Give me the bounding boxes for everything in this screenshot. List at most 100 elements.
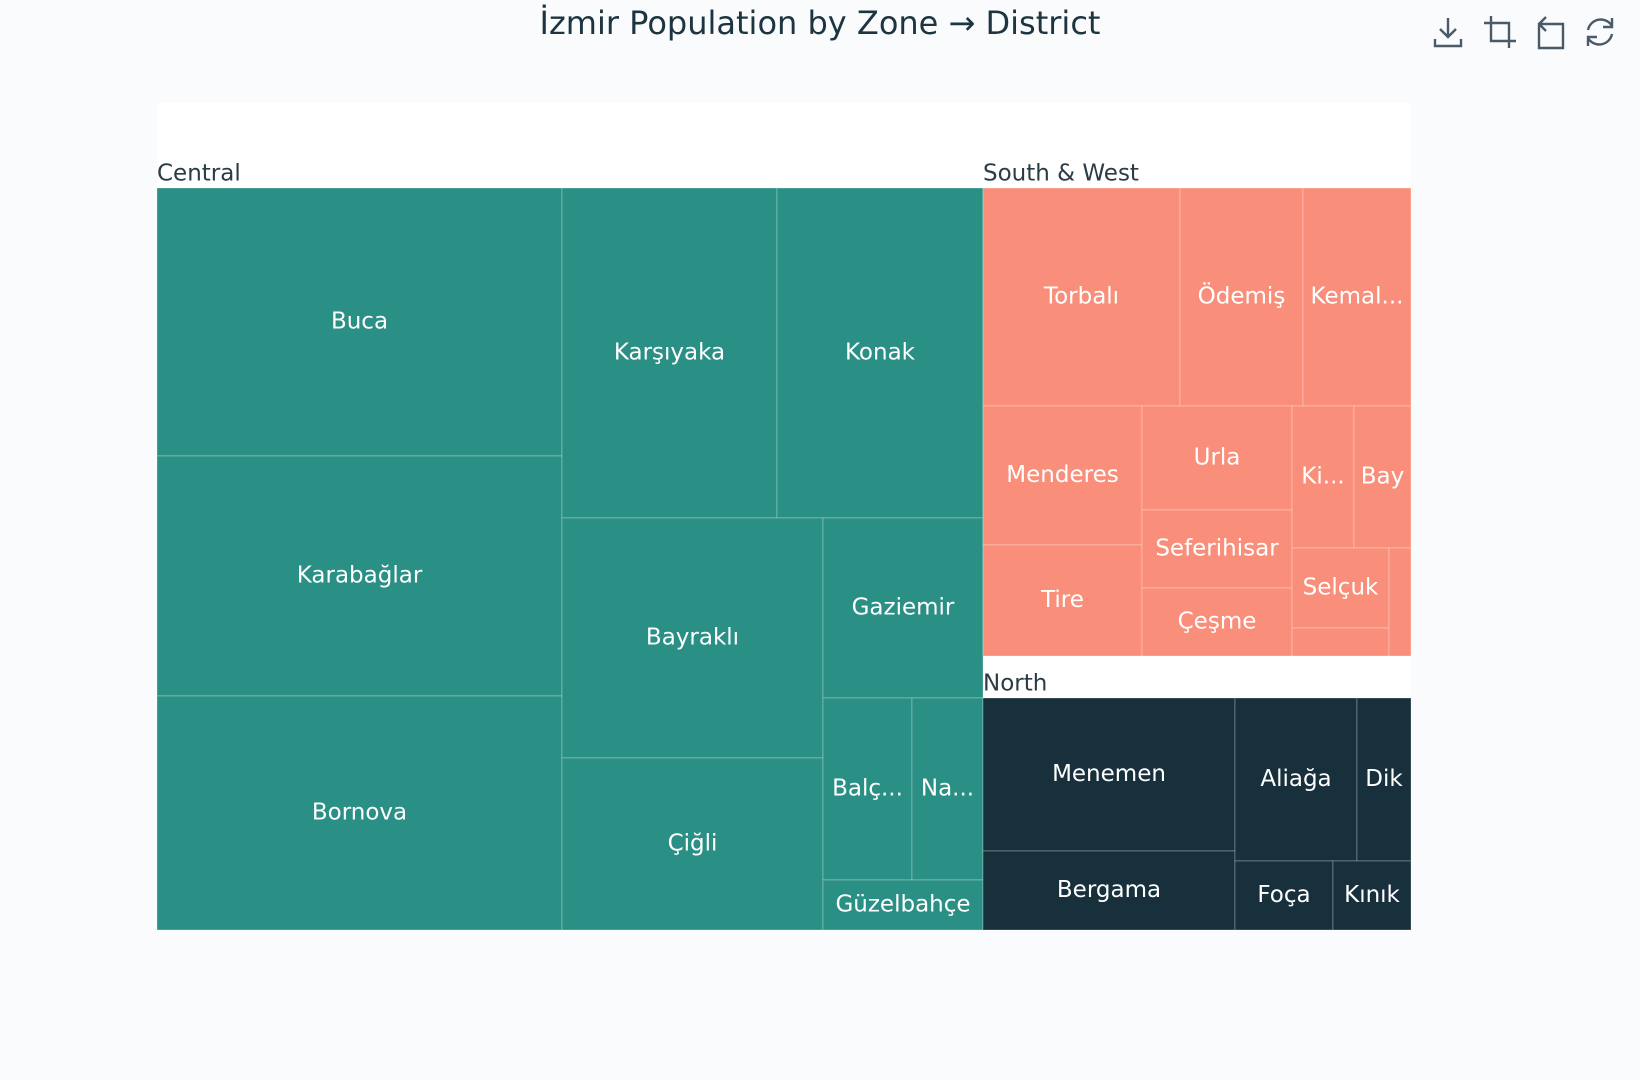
district-narlidere[interactable]: Na... [911,697,984,881]
zoom-out-icon [1537,16,1565,50]
district-rect [1141,405,1293,511]
district-kinik[interactable]: Kınık [1332,860,1412,931]
district-menderes[interactable]: Menderes [982,405,1143,546]
district-cigli[interactable]: Çiğli [561,757,824,931]
district-rect [156,455,563,697]
district-rect [1356,697,1412,862]
district-balcova[interactable]: Balç... [822,697,913,881]
district-karsiyaka[interactable]: Karşıyaka [561,187,778,519]
district-label: Bergama [1057,877,1161,903]
district-rect [1302,187,1412,407]
zone-label: Central [157,161,241,187]
district-rect [1332,860,1412,931]
district-label: Çeşme [1178,609,1257,635]
district-rect [822,517,984,699]
district-label: Seferihisar [1155,536,1279,562]
district-label: Balç... [832,776,903,802]
district-rect [982,544,1143,657]
district-bayindir[interactable]: Bay [1353,405,1412,549]
district-label: Foça [1257,882,1310,908]
district-rect [982,187,1181,407]
zoom-in-icon [1484,16,1516,48]
district-label: Güzelbahçe [835,892,970,918]
district-bergama[interactable]: Bergama [982,850,1236,931]
district-torbali[interactable]: Torbalı [982,187,1181,407]
district-karaburun[interactable] [1388,547,1412,657]
district-rect [1234,697,1358,862]
zoom-button[interactable] [1480,12,1520,52]
district-rect [561,757,824,931]
district-label: Ki... [1301,464,1344,490]
district-label: Selçuk [1303,575,1379,601]
zone-label: North [983,671,1047,697]
district-label: Bay [1361,464,1404,490]
district-rect [982,405,1143,546]
district-label: Çiğli [668,831,718,857]
zone-central[interactable]: Central Buca Karabağlar Bornova Karşıyaka Kon… [156,161,984,931]
district-rect [561,517,824,759]
district-rect [1234,860,1334,931]
district-rect [1353,405,1412,549]
district-cesme[interactable]: Çeşme [1141,587,1293,657]
zone-north[interactable]: North Menemen Bergama Aliağa Dik Foça Kınık [982,671,1412,931]
district-label: Ödemiş [1198,282,1286,310]
zone-south-west[interactable]: South & West Torbalı Ödemiş Kemal... Mendere… [982,161,1412,657]
district-rect [1291,627,1390,657]
district-bayrakli[interactable]: Bayraklı [561,517,824,759]
district-label: Bornova [312,800,407,826]
district-foca[interactable]: Foça [1234,860,1334,931]
district-label: Menderes [1006,462,1118,488]
reset-button[interactable] [1580,12,1620,52]
district-rect [1141,509,1293,589]
district-karabaglar[interactable]: Karabağlar [156,455,563,697]
district-label: Buca [331,309,388,335]
zone-label: South & West [983,161,1139,187]
reset-icon [1586,18,1614,46]
district-label: Karşıyaka [614,340,725,366]
district-dikili[interactable]: Dik [1356,697,1412,862]
district-label: Urla [1194,445,1241,471]
district-urla[interactable]: Urla [1141,405,1293,511]
chart-title: İzmir Population by Zone → District [539,4,1101,42]
district-kiraz[interactable]: Ki... [1291,405,1355,549]
district-rect [156,695,563,931]
district-rect [911,697,984,881]
district-kemalpasa[interactable]: Kemal... [1302,187,1412,407]
district-aliaga[interactable]: Aliağa [1234,697,1358,862]
district-label: Na... [921,776,974,802]
download-button[interactable] [1428,12,1468,52]
district-label: Konak [845,340,916,366]
district-buca[interactable]: Buca [156,187,563,457]
district-bornova[interactable]: Bornova [156,695,563,931]
download-icon [1433,18,1463,48]
district-rect [156,187,563,457]
district-label: Torbalı [1043,284,1119,310]
district-rect [1141,587,1293,657]
district-label: Menemen [1052,761,1166,787]
district-odemis[interactable]: Ödemiş [1179,187,1304,407]
district-label: Dik [1365,766,1403,792]
district-label: Tire [1040,587,1084,613]
district-selcuk[interactable]: Selçuk [1291,547,1390,629]
district-rect [1291,547,1390,629]
district-label: Bayraklı [646,625,739,651]
district-rect [1388,547,1412,657]
district-label: Aliağa [1260,766,1331,792]
district-beydag[interactable] [1291,627,1390,657]
district-guzelbahce[interactable]: Güzelbahçe [822,879,984,931]
district-gaziemir[interactable]: Gaziemir [822,517,984,699]
district-label: Karabağlar [297,563,423,589]
district-label: Kemal... [1311,284,1404,310]
district-konak[interactable]: Konak [776,187,984,519]
district-rect [1179,187,1304,407]
district-rect [982,697,1236,852]
district-tire[interactable]: Tire [982,544,1143,657]
district-rect [561,187,778,519]
district-menemen[interactable]: Menemen [982,697,1236,852]
district-rect [982,850,1236,931]
district-seferihisar[interactable]: Seferihisar [1141,509,1293,589]
zoom-out-button[interactable] [1530,12,1570,52]
district-label: Kınık [1344,882,1400,908]
district-label: Gaziemir [852,595,955,621]
